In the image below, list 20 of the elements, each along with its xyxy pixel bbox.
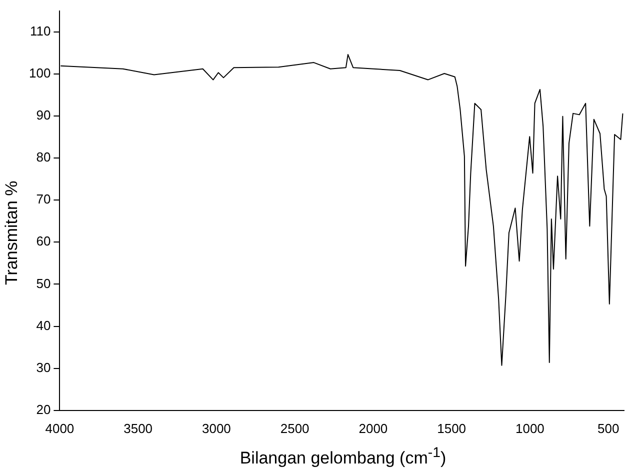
- x-tick-label: 2000: [358, 420, 388, 436]
- y-tick-label: 70: [36, 192, 51, 207]
- x-tick-label: 1000: [515, 420, 544, 436]
- y-tick-label: 80: [36, 150, 51, 165]
- x-tick-label: 1500: [437, 420, 466, 436]
- y-tick-label: 30: [36, 360, 51, 375]
- y-tick-label: 50: [36, 276, 51, 291]
- x-tick-label: 4000: [45, 420, 74, 436]
- y-tick-label: 60: [36, 234, 51, 249]
- x-tick-label: 3000: [202, 420, 231, 436]
- x-tick-label: 2500: [280, 420, 310, 436]
- x-tick-label: 500: [597, 420, 620, 436]
- y-axis-title: Transmitan %: [2, 180, 22, 285]
- x-tick-label: 3500: [124, 420, 153, 436]
- y-tick-label: 20: [36, 402, 51, 417]
- x-axis-title: Bilangan gelombang (cm$^{-1}$): [238, 445, 448, 469]
- y-tick-label: 40: [36, 318, 51, 333]
- y-tick-label: 90: [36, 108, 51, 123]
- y-tick-label: 100: [28, 65, 51, 80]
- y-tick-label: 110: [30, 23, 51, 38]
